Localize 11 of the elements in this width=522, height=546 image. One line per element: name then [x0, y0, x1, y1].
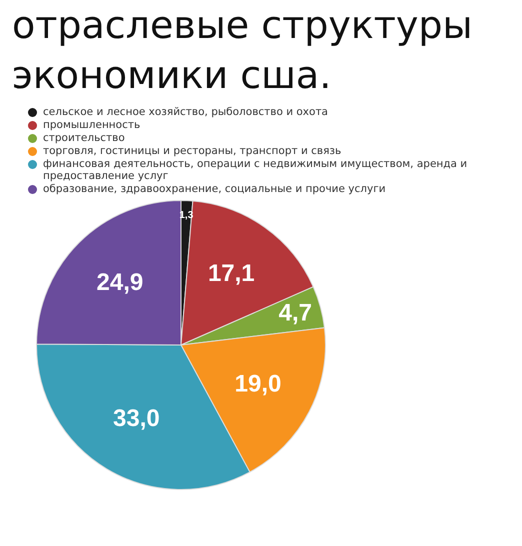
chart-title: отраслевые структуры экономики сша.: [12, 2, 474, 99]
data-label: 4,7: [278, 299, 312, 326]
legend-label: промышленность: [43, 119, 140, 131]
legend-label: сельское и лесное хозяйство, рыболовство и охота: [43, 106, 328, 118]
legend-label: строительство: [43, 132, 125, 144]
legend-label: торговля, гостиницы и рестораны, транспорт и связь: [43, 145, 342, 157]
data-label: 33,0: [113, 404, 160, 432]
data-label: 17,1: [208, 260, 255, 288]
data-label: 19,0: [234, 370, 282, 398]
data-label: 24,9: [96, 269, 144, 296]
legend-label: образование, здравоохранение, социальные и прочие услуги: [43, 183, 386, 195]
